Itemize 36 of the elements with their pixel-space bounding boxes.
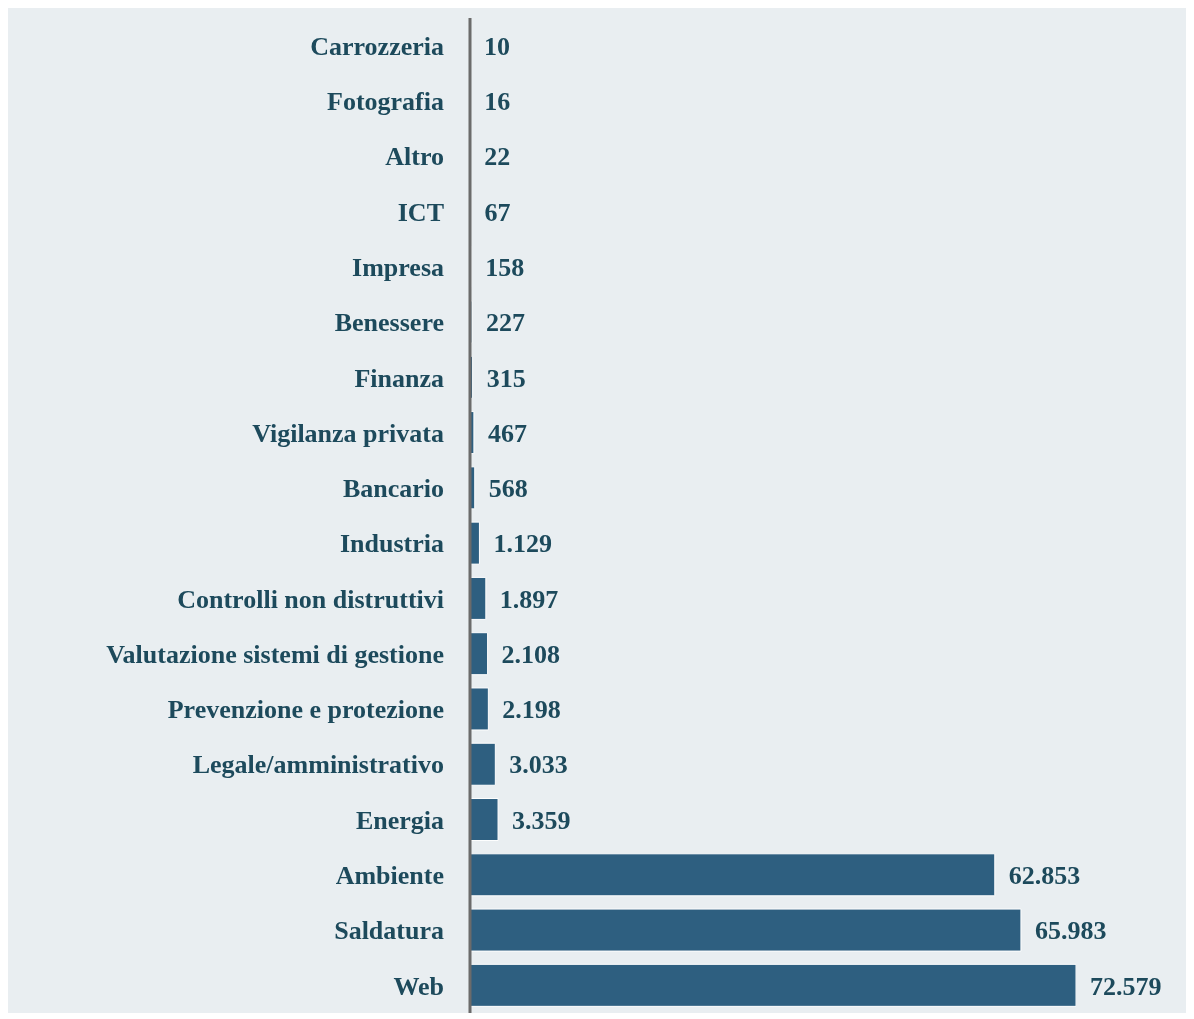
data-label: 1.897: [499, 584, 559, 614]
data-label: 568: [488, 474, 528, 504]
y-tick-label: Fotografia: [327, 87, 444, 117]
y-tick-label: Ambiente: [335, 861, 444, 891]
data-label: 3.033: [509, 750, 568, 780]
data-label: 158: [485, 252, 525, 282]
y-tick-label: Web: [393, 971, 444, 1001]
data-label: 62.853: [1008, 861, 1081, 891]
y-tick-label: Saldatura: [334, 916, 444, 946]
y-tick-label: Altro: [385, 142, 444, 172]
y-tick-label: Finanza: [354, 363, 444, 393]
data-label: 467: [487, 418, 527, 448]
data-label: 72.579: [1090, 971, 1162, 1001]
y-tick-label: Controlli non distruttivi: [177, 584, 444, 614]
y-tick-label: Bancario: [342, 474, 444, 504]
data-label: 315: [486, 363, 526, 393]
data-label: 2.108: [501, 639, 561, 669]
data-label: 10: [484, 31, 511, 61]
y-tick-label: Industria: [339, 529, 444, 559]
y-tick-label: Prevenzione e protezione: [167, 695, 444, 725]
data-label: 67: [484, 197, 511, 227]
y-tick-label: Impresa: [352, 252, 444, 282]
y-tick-label: Carrozzeria: [310, 31, 444, 61]
data-label: 227: [485, 308, 525, 338]
y-tick-label: Benessere: [334, 308, 444, 338]
data-label: 3.359: [512, 805, 571, 835]
y-tick-label: Vigilanza privata: [252, 418, 444, 448]
data-label: 22: [484, 142, 511, 172]
y-tick-label: Energia: [355, 805, 444, 835]
data-label: 2.198: [502, 695, 561, 725]
data-label: 65.983: [1034, 916, 1107, 946]
data-label: 16: [484, 87, 511, 117]
data-label: 1.129: [493, 529, 552, 559]
y-tick-label: Legale/amministrativo: [192, 750, 444, 780]
y-tick-label: ICT: [397, 197, 444, 227]
y-tick-label: Valutazione sistemi di gestione: [106, 639, 444, 669]
